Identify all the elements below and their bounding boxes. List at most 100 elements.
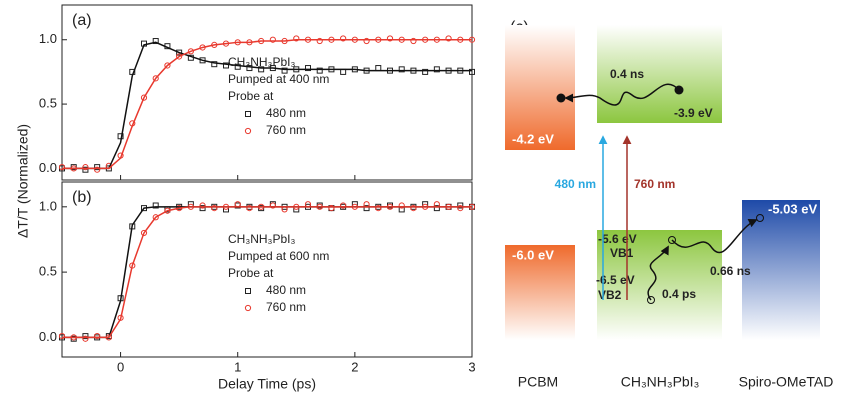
excitation-label: 760 nm	[634, 177, 675, 191]
data-point	[269, 202, 276, 209]
data-point	[457, 205, 464, 212]
data-point	[398, 66, 405, 73]
transfer-label: 0.66 ns	[710, 264, 751, 278]
fit-line	[62, 41, 472, 170]
material-name: PCBM	[518, 374, 558, 390]
legend-label: 760 nm	[266, 123, 306, 137]
annotation: Probe at	[228, 266, 274, 280]
legend-marker	[245, 288, 251, 294]
data-point	[187, 48, 194, 55]
legend-label: 480 nm	[266, 283, 306, 297]
data-point	[176, 53, 183, 60]
y-tick-label: 1.0	[39, 198, 57, 213]
x-tick-label: 2	[351, 359, 358, 374]
data-point	[316, 67, 323, 74]
y-tick-label: 0.0	[39, 160, 57, 175]
y-tick-label: 1.0	[39, 31, 57, 46]
data-point	[164, 62, 171, 69]
panel-label: (b)	[72, 189, 92, 206]
pcbm-lumo	[505, 25, 575, 150]
energy-diagram: (c) -4.2 eV -6.0 eV -3.9 eV -5.6 eV VB1 …	[505, 19, 834, 390]
data-point	[340, 68, 347, 75]
y-tick-label: 0.5	[39, 96, 57, 111]
data-point	[152, 75, 159, 82]
fit-line	[62, 206, 472, 339]
y-axis-label: ΔT/T (Normalized)	[15, 124, 31, 238]
legend-label: 480 nm	[266, 106, 306, 120]
perovskite-vb	[597, 230, 722, 340]
data-point	[469, 68, 475, 75]
data-point	[363, 205, 370, 212]
level-label: -6.0 eV	[512, 247, 554, 262]
data-point	[94, 166, 101, 173]
data-point	[386, 35, 394, 42]
perovskite-cb	[597, 25, 722, 123]
data-point	[58, 164, 66, 171]
annotation: Probe at	[228, 89, 274, 103]
data-point	[82, 335, 89, 342]
data-point	[199, 205, 206, 212]
legend-marker	[244, 304, 252, 312]
data-point	[246, 65, 253, 72]
data-point	[223, 62, 229, 69]
electron	[556, 93, 566, 103]
data-point	[398, 202, 405, 209]
x-axis-label: Delay Time (ps)	[218, 376, 316, 392]
data-point	[199, 202, 206, 209]
hole	[668, 236, 676, 244]
charts: 0.0 0.5 1.0 (a) ΔT/T (Normalized) CH₃NH₃PbI₃ P…	[15, 4, 476, 392]
annotation: Pumped at 400 nm	[228, 72, 329, 86]
data-point	[211, 61, 218, 68]
data-point	[410, 205, 417, 212]
data-point	[234, 63, 241, 70]
data-point	[316, 37, 323, 45]
x-tick-label: 1	[234, 359, 241, 374]
hole	[756, 214, 764, 222]
data-point	[94, 333, 101, 340]
transfer-path	[671, 219, 758, 254]
x-tick-label: 3	[468, 359, 475, 374]
level-label: -4.2 eV	[512, 131, 554, 146]
data-point	[375, 205, 382, 212]
data-point	[82, 164, 89, 171]
data-point	[82, 333, 89, 340]
band-label: VB2	[598, 288, 622, 302]
data-point	[140, 229, 148, 237]
data-point	[246, 205, 253, 212]
data-point	[58, 333, 66, 340]
plot-frame	[61, 4, 473, 181]
data-point	[293, 35, 300, 42]
band-label: VB1	[610, 246, 634, 260]
data-point	[340, 202, 347, 209]
data-point	[422, 68, 429, 75]
transfer-path	[564, 83, 680, 106]
data-point	[176, 49, 183, 56]
data-point	[328, 205, 335, 212]
transfer-label: 0.4 ps	[662, 287, 696, 301]
annotation: CH₃NH₃PbI₃	[228, 55, 295, 69]
annotation: CH₃NH₃PbI₃	[228, 232, 295, 246]
data-point	[269, 36, 276, 43]
material-name: Spiro-OMeTAD	[739, 374, 834, 390]
hole	[647, 296, 655, 304]
level-label: -5.03 eV	[768, 201, 817, 216]
data-point	[152, 202, 159, 209]
data-point	[258, 66, 265, 73]
legend-marker	[244, 127, 252, 135]
y-tick-label: 0.5	[39, 264, 57, 279]
legend-marker	[245, 111, 251, 117]
transfer-label: 0.4 ns	[610, 67, 644, 81]
data-point	[340, 35, 347, 42]
y-tick-label: 0.0	[39, 329, 57, 344]
data-point	[433, 205, 440, 212]
plot-frame	[61, 181, 473, 358]
excitation-label: 480 nm	[555, 177, 596, 191]
data-point	[94, 164, 101, 171]
level-label: -3.9 eV	[674, 106, 713, 120]
data-point	[152, 214, 159, 221]
data-point	[433, 66, 440, 73]
transfer-path	[647, 245, 669, 301]
data-point	[375, 65, 382, 72]
data-point	[457, 202, 464, 209]
